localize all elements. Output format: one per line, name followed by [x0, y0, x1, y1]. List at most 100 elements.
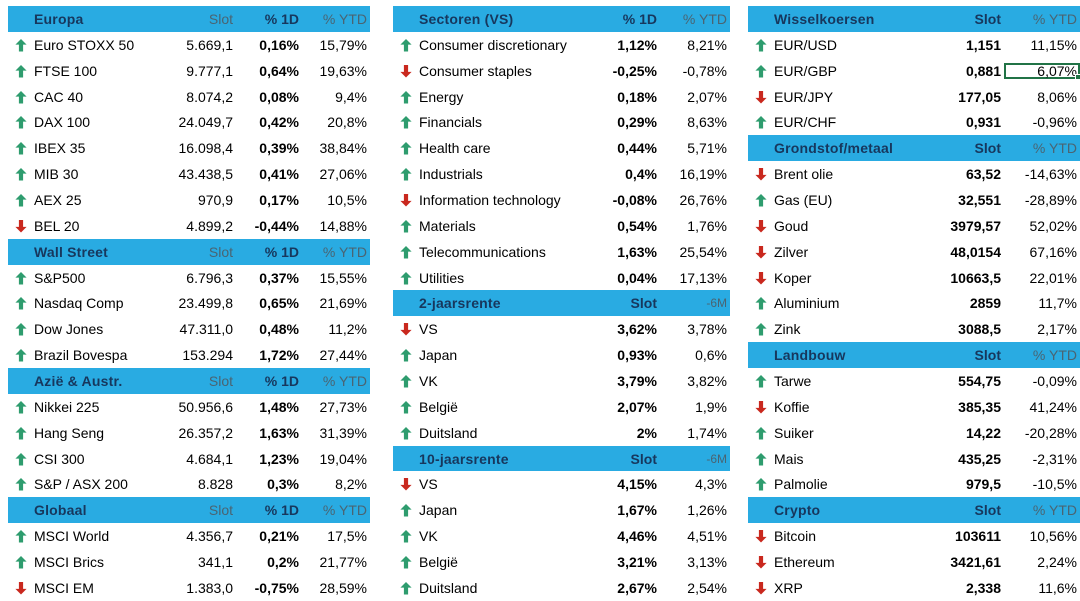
cell-value[interactable]: 0,3%: [267, 476, 299, 493]
cell-value[interactable]: 1,76%: [687, 217, 727, 234]
section-header-europa[interactable]: Europa Slot % 1D % YTD: [8, 6, 370, 32]
cell-value[interactable]: 41,24%: [1029, 398, 1077, 415]
cell-value[interactable]: 5,71%: [687, 140, 727, 157]
cell-value[interactable]: 9,4%: [335, 88, 367, 105]
row-label[interactable]: MSCI World: [34, 528, 110, 545]
cell-value[interactable]: 10663,5: [950, 269, 1001, 286]
row-label[interactable]: S&P / ASX 200: [34, 476, 128, 493]
row-label[interactable]: Consumer discretionary: [419, 36, 567, 53]
cell-value[interactable]: 2,67%: [617, 579, 657, 596]
cell-value[interactable]: 2,07%: [687, 88, 727, 105]
cell-value[interactable]: 27,06%: [319, 166, 367, 183]
section-header-2-jaarsrente[interactable]: 2-jaarsrente Slot -6M: [393, 290, 730, 317]
cell-value[interactable]: -20,28%: [1024, 424, 1077, 441]
cell-value[interactable]: -0,09%: [1032, 372, 1077, 389]
cell-value[interactable]: 4,46%: [617, 528, 657, 545]
row-label[interactable]: Koper: [774, 269, 812, 286]
cell-value[interactable]: 2,338: [965, 579, 1001, 596]
cell-value[interactable]: 0,48%: [259, 321, 299, 338]
cell-value[interactable]: 2,54%: [687, 579, 727, 596]
cell-value[interactable]: 0,2%: [267, 553, 299, 570]
cell-value[interactable]: 19,04%: [319, 450, 367, 467]
row-label[interactable]: Suiker: [774, 424, 814, 441]
cell-value[interactable]: 17,13%: [679, 269, 727, 286]
row-label[interactable]: Bitcoin: [774, 528, 817, 545]
cell-value[interactable]: 10,5%: [327, 191, 367, 208]
cell-value[interactable]: 3,79%: [617, 372, 657, 389]
cell-value[interactable]: 0,18%: [617, 88, 657, 105]
row-label[interactable]: EUR/GBP: [774, 62, 838, 79]
cell-value[interactable]: 0,931: [965, 114, 1001, 131]
row-label[interactable]: Health care: [419, 140, 491, 157]
row-label[interactable]: Energy: [419, 88, 464, 105]
cell-value[interactable]: 15,79%: [319, 36, 367, 53]
cell-value[interactable]: 27,44%: [319, 347, 367, 364]
cell-value[interactable]: 0,44%: [617, 140, 657, 157]
cell-value[interactable]: 1,63%: [617, 243, 657, 260]
cell-value[interactable]: 3421,61: [950, 553, 1001, 570]
cell-value[interactable]: 4,3%: [695, 476, 727, 493]
cell-value[interactable]: 25,54%: [679, 243, 727, 260]
cell-value[interactable]: 0,39%: [259, 140, 299, 157]
row-label[interactable]: DAX 100: [34, 114, 91, 131]
cell-value[interactable]: -0,96%: [1032, 114, 1077, 131]
row-label[interactable]: FTSE 100: [34, 62, 98, 79]
row-label[interactable]: Ethereum: [774, 553, 835, 570]
cell-value[interactable]: 341,1: [197, 553, 233, 570]
cell-value[interactable]: 8,2%: [335, 476, 367, 493]
cell-value[interactable]: 32,551: [958, 191, 1001, 208]
cell-value[interactable]: 103611: [955, 528, 1001, 545]
row-label[interactable]: EUR/JPY: [774, 88, 834, 105]
cell-value[interactable]: 11,7%: [1038, 295, 1077, 312]
cell-value[interactable]: 48,0154: [950, 243, 1001, 260]
cell-value[interactable]: 14,88%: [319, 217, 367, 234]
row-label[interactable]: Dow Jones: [34, 321, 104, 338]
selected-cell[interactable]: 6,07%: [1004, 63, 1080, 79]
cell-value[interactable]: 8,63%: [687, 114, 727, 131]
row-label[interactable]: VK: [419, 528, 438, 545]
row-label[interactable]: Industrials: [419, 166, 483, 183]
cell-value[interactable]: 20,8%: [327, 114, 367, 131]
cell-value[interactable]: -2,31%: [1032, 450, 1077, 467]
cell-value[interactable]: 67,16%: [1029, 243, 1077, 260]
cell-value[interactable]: 27,73%: [319, 398, 367, 415]
cell-value[interactable]: 2,07%: [617, 398, 657, 415]
row-label[interactable]: CAC 40: [34, 88, 84, 105]
cell-value[interactable]: 385,35: [958, 398, 1001, 415]
cell-value[interactable]: -0,78%: [682, 62, 727, 79]
cell-value[interactable]: 8,06%: [1037, 88, 1077, 105]
section-header-sectoren-vs[interactable]: Sectoren (VS) % 1D % YTD: [393, 6, 730, 32]
cell-value[interactable]: 14,22: [965, 424, 1001, 441]
cell-value[interactable]: 26,76%: [679, 191, 727, 208]
cell-value[interactable]: 0,04%: [617, 269, 657, 286]
cell-value[interactable]: 11,2%: [328, 321, 367, 338]
row-label[interactable]: AEX 25: [34, 191, 82, 208]
row-label[interactable]: VK: [419, 372, 438, 389]
cell-value[interactable]: -0,25%: [612, 62, 657, 79]
cell-value[interactable]: 11,15%: [1030, 36, 1077, 53]
cell-value[interactable]: 0,42%: [259, 114, 299, 131]
cell-value[interactable]: 970,9: [197, 191, 233, 208]
row-label[interactable]: Hang Seng: [34, 424, 105, 441]
cell-value[interactable]: 0,37%: [259, 269, 299, 286]
row-label[interactable]: Tarwe: [774, 372, 812, 389]
cell-value[interactable]: 16.098,4: [178, 140, 234, 157]
row-label[interactable]: S&P500: [34, 269, 86, 286]
cell-value[interactable]: 3,78%: [687, 321, 727, 338]
cell-value[interactable]: 21,69%: [319, 295, 367, 312]
cell-value[interactable]: 3,21%: [617, 553, 657, 570]
cell-value[interactable]: -0,44%: [254, 217, 299, 234]
row-label[interactable]: Consumer staples: [419, 62, 532, 79]
cell-value[interactable]: 1,72%: [259, 347, 299, 364]
cell-value[interactable]: -28,89%: [1024, 191, 1077, 208]
section-header-wisselkoersen[interactable]: Wisselkoersen Slot % YTD: [748, 6, 1080, 32]
cell-value[interactable]: 8.074,2: [186, 88, 233, 105]
cell-value[interactable]: 3,82%: [687, 372, 727, 389]
row-label[interactable]: Duitsland: [419, 579, 478, 596]
row-label[interactable]: EUR/CHF: [774, 114, 837, 131]
cell-value[interactable]: 1,63%: [259, 424, 299, 441]
cell-value[interactable]: 979,5: [965, 476, 1001, 493]
cell-value[interactable]: 15,55%: [319, 269, 367, 286]
row-label[interactable]: Financials: [419, 114, 483, 131]
row-label[interactable]: Materials: [419, 217, 476, 234]
